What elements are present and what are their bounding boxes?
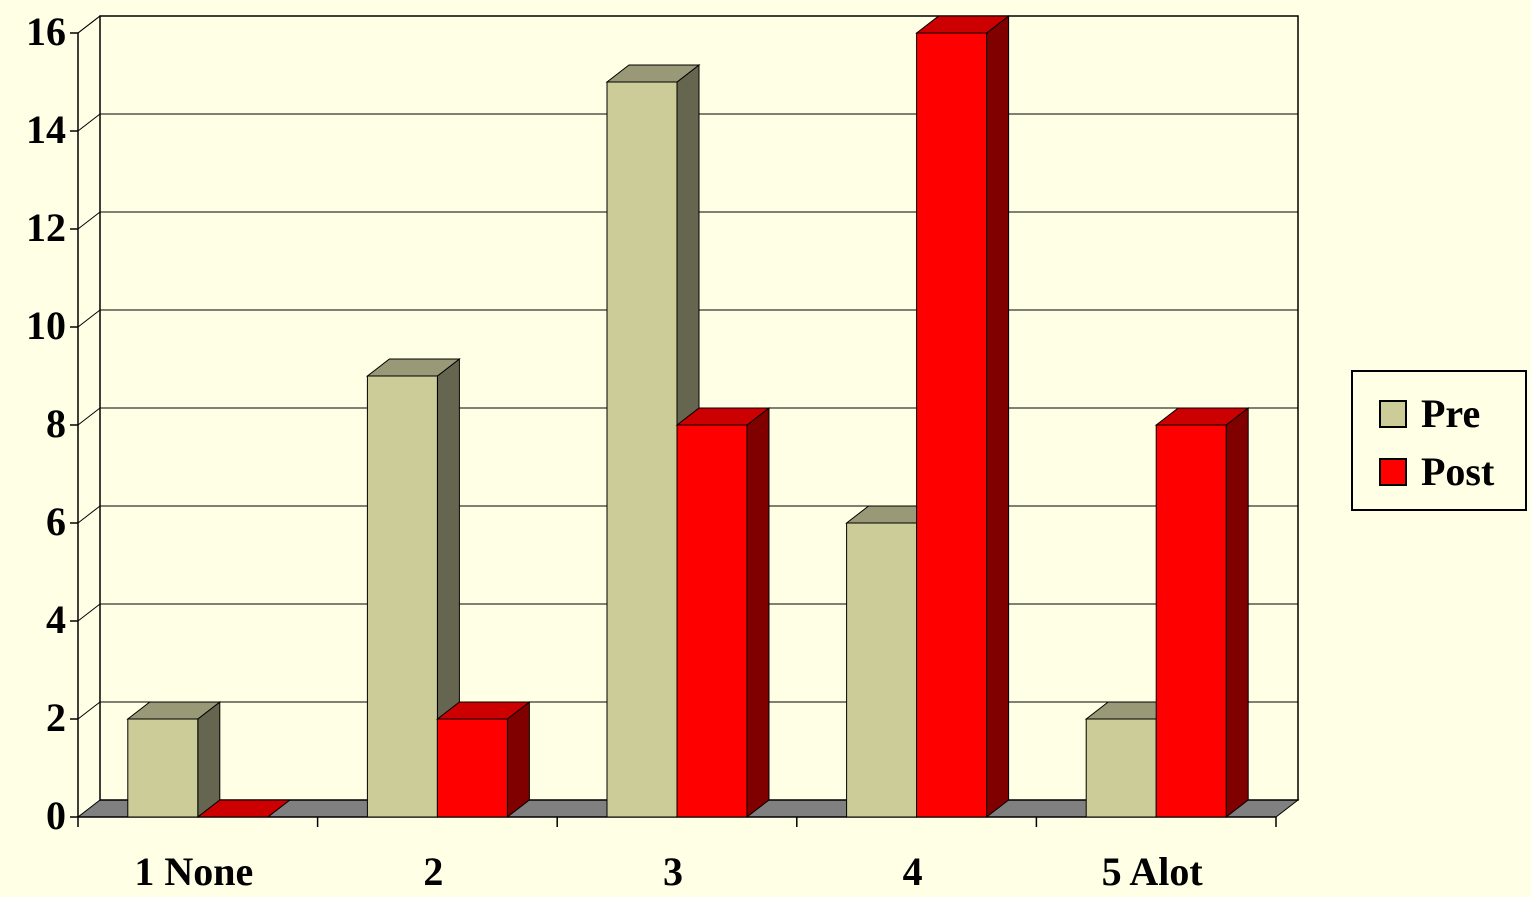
y-tick-label: 2 <box>46 695 66 740</box>
legend-label-pre: Pre <box>1421 391 1481 436</box>
gridline-side <box>77 407 101 426</box>
bar-side-pre-1 <box>197 700 221 819</box>
x-tick-label: 2 <box>423 849 443 892</box>
bar-front-post-4 <box>916 32 988 818</box>
y-tick-label: 10 <box>26 303 66 348</box>
x-tick-label: 1 None <box>134 849 253 892</box>
bar-front-post-5 <box>1155 424 1227 818</box>
legend-swatch-pre <box>1379 400 1407 428</box>
bar-post-3 <box>675 406 771 819</box>
bar-front-pre-4 <box>846 522 918 818</box>
bar-post-4 <box>915 14 1011 819</box>
x-tick-label: 3 <box>663 849 683 892</box>
legend-item-pre: Pre <box>1379 394 1480 434</box>
x-tick-label: 4 <box>903 849 923 892</box>
legend-item-post: Post <box>1379 452 1494 492</box>
legend-swatch-post <box>1379 458 1407 486</box>
y-tick-label: 4 <box>46 597 66 642</box>
y-tick-label: 12 <box>26 205 66 250</box>
bar-top-post-1 <box>196 799 292 818</box>
y-tick-label: 14 <box>26 107 66 152</box>
bar-post-2 <box>435 700 531 819</box>
gridline-side <box>77 113 101 132</box>
bar-front-pre-3 <box>606 81 678 818</box>
bar-front-post-3 <box>676 424 748 818</box>
bar-pre-2 <box>365 357 461 819</box>
bar-side-post-4 <box>986 14 1010 819</box>
x-tick-label: 5 Alot <box>1102 849 1204 892</box>
y-tick-label: 16 <box>26 9 66 54</box>
bar-front-pre-1 <box>127 718 199 818</box>
legend-label-post: Post <box>1421 449 1495 494</box>
gridline-side <box>77 505 101 524</box>
side-wall-top <box>77 15 101 34</box>
bar-front-post-2 <box>436 718 508 818</box>
bar-side-post-2 <box>506 700 530 819</box>
bar-side-post-3 <box>746 406 770 819</box>
y-tick-label: 0 <box>46 793 66 838</box>
legend: Pre Post <box>1351 370 1527 511</box>
bar-front-pre-5 <box>1085 718 1157 818</box>
bar-front-pre-2 <box>366 375 438 818</box>
y-tick-label: 8 <box>46 401 66 446</box>
bar-side-post-5 <box>1225 406 1249 819</box>
bar-post-1 <box>196 799 292 818</box>
bar-post-5 <box>1154 406 1250 819</box>
bar-pre-1 <box>126 700 222 819</box>
gridline-side <box>77 309 101 328</box>
gridline-side <box>77 603 101 622</box>
gridline-side <box>77 701 101 720</box>
gridline-side <box>77 211 101 230</box>
y-tick-label: 6 <box>46 499 66 544</box>
